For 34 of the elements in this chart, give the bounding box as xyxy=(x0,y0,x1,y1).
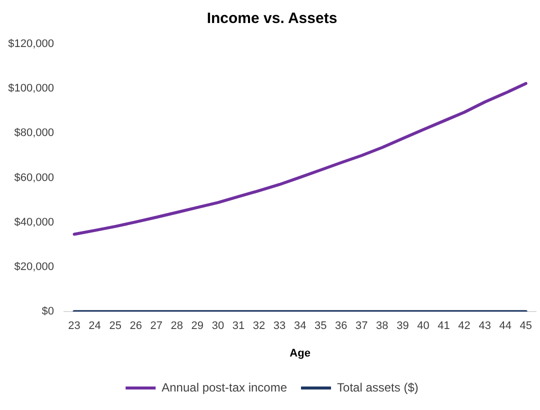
x-tick-label: 34 xyxy=(294,320,306,332)
x-tick-label: 27 xyxy=(150,320,162,332)
y-tick-label: $120,000 xyxy=(8,38,54,50)
x-tick-label: 32 xyxy=(252,320,266,332)
x-axis-title: Age xyxy=(290,347,310,360)
x-tick-label: 41 xyxy=(438,320,450,332)
y-tick-label: $80,000 xyxy=(14,127,54,140)
y-tick-label: $60,000 xyxy=(14,172,54,184)
y-tick-label: $100,000 xyxy=(8,82,54,95)
x-tick-label: 26 xyxy=(130,320,142,332)
x-tick-label: 37 xyxy=(356,320,368,332)
x-tick-label: 36 xyxy=(335,320,348,332)
y-tick-label: $0 xyxy=(42,306,54,318)
chart-title: Income vs. Assets xyxy=(206,10,338,28)
x-tick-label: 31 xyxy=(232,320,245,332)
x-tick-label: 23 xyxy=(68,320,80,332)
x-tick-label: 35 xyxy=(314,320,327,332)
legend-label: Annual post-tax income xyxy=(162,380,288,394)
x-tick-label: 39 xyxy=(396,320,409,332)
x-tick-label: 42 xyxy=(458,320,470,332)
x-tick-label: 25 xyxy=(109,320,122,332)
x-tick-label: 28 xyxy=(170,320,184,332)
y-tick-label: $20,000 xyxy=(14,261,54,274)
x-tick-label: 43 xyxy=(478,320,491,332)
legend-label: Total assets ($) xyxy=(337,380,418,394)
x-tick-label: 33 xyxy=(273,320,286,332)
x-tick-label: 45 xyxy=(520,320,532,332)
x-tick-label: 44 xyxy=(499,320,512,332)
x-tick-label: 38 xyxy=(376,320,388,332)
x-tick-label: 24 xyxy=(88,320,101,332)
x-tick-label: 40 xyxy=(417,320,430,332)
y-tick-label: $40,000 xyxy=(14,216,54,228)
x-tick-label: 30 xyxy=(212,320,224,332)
x-tick-label: 29 xyxy=(191,320,204,332)
